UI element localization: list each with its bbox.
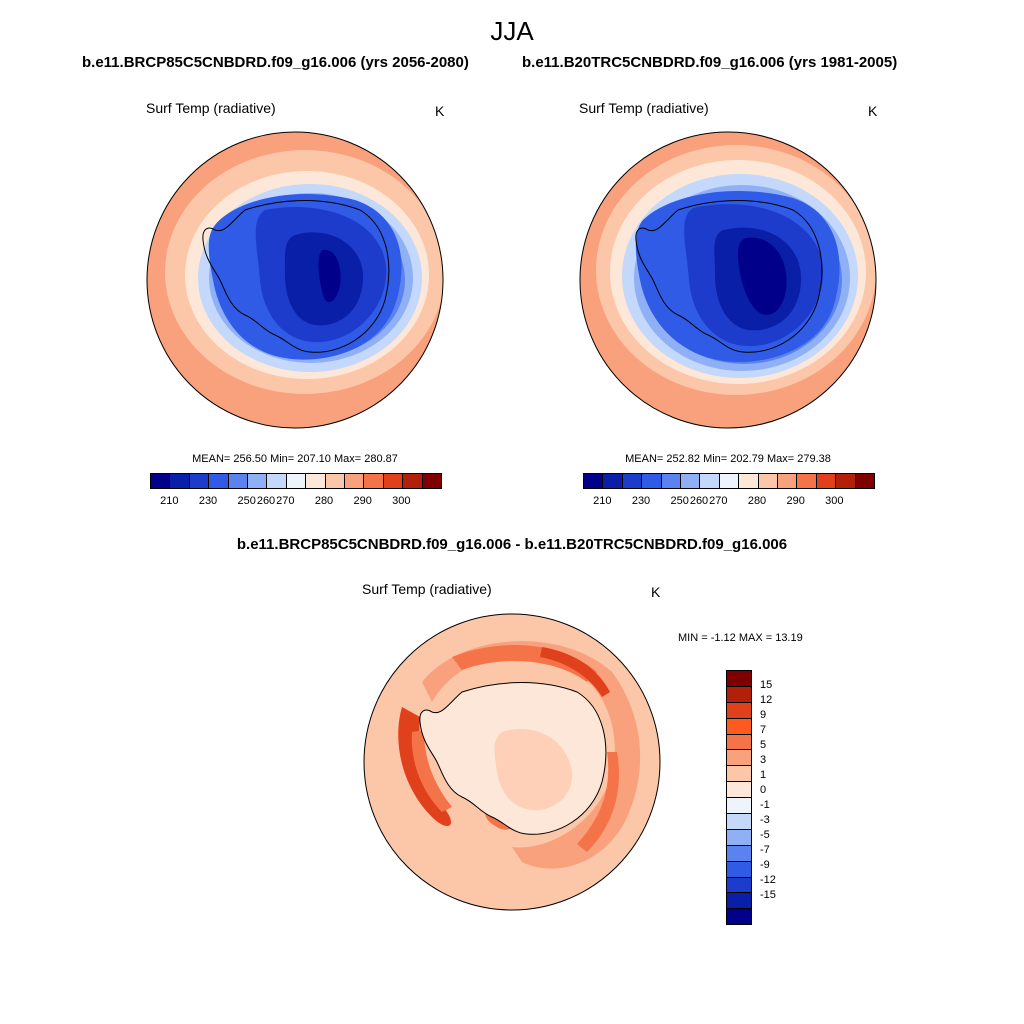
- colorbar-diff-swatch: [727, 814, 751, 830]
- colorbar-diff-tick-label: 0: [760, 784, 767, 796]
- colorbar-left-swatch: [325, 474, 346, 488]
- panel-left-case-title: b.e11.BRCP85C5CNBDRD.f09_g16.006 (yrs 20…: [82, 54, 469, 71]
- colorbar-diff-tick-label: 5: [760, 739, 767, 751]
- colorbar-left-tick-label: 290: [353, 495, 372, 507]
- colorbar-left-swatch: [286, 474, 307, 488]
- colorbar-diff-swatch: [727, 671, 751, 687]
- colorbar-left-tick-label: 270: [276, 495, 295, 507]
- diff-units-label: K: [651, 584, 661, 600]
- colorbar-right-swatch: [797, 474, 817, 488]
- colorbar-diff-swatch: [727, 734, 751, 751]
- colorbar-left-swatch: [383, 474, 404, 488]
- colorbar-right-swatch: [758, 474, 779, 488]
- colorbar-diff-tick-label: -5: [760, 829, 770, 841]
- colorbar-left-swatch: [189, 474, 210, 488]
- diff-variable-label: Surf Temp (radiative): [362, 581, 492, 597]
- colorbar-right-swatch: [661, 474, 682, 488]
- map-right-polar-projection: [579, 131, 877, 429]
- colorbar-diff-tick-label: 7: [760, 724, 767, 736]
- colorbar-left-labels: 210 230 250 260 270 280 290 300: [150, 495, 440, 509]
- colorbar-right-tick-label: 210: [593, 495, 612, 507]
- colorbar-right-tick-label: 280: [747, 495, 767, 507]
- figure-title: JJA: [490, 16, 534, 46]
- map-diff-polar-projection: [363, 613, 661, 911]
- colorbar-left-swatch: [267, 474, 287, 488]
- colorbar-left-swatch: [306, 474, 326, 488]
- colorbar-diff-tick-label: -12: [760, 874, 776, 886]
- colorbar-right-swatch: [816, 474, 837, 488]
- colorbar-left-tick-label: 260: [256, 495, 276, 507]
- colorbar-right-swatch: [855, 474, 875, 488]
- panel-right-variable-label: Surf Temp (radiative): [579, 100, 709, 116]
- colorbar-diff-tick-label: -15: [760, 889, 776, 901]
- colorbar-diff-swatch: [727, 702, 751, 719]
- colorbar-diff-tick-label: -1: [760, 799, 770, 811]
- colorbar-right-swatch: [836, 474, 856, 488]
- colorbar-diff-swatch: [727, 861, 751, 878]
- panel-right-units-label: K: [868, 103, 878, 119]
- colorbar-left: [150, 473, 442, 489]
- colorbar-right-tick-label: 270: [709, 495, 728, 507]
- colorbar-left-swatch: [228, 474, 249, 488]
- colorbar-right-tick-label: 230: [631, 495, 651, 507]
- colorbar-right-tick-label: 260: [689, 495, 709, 507]
- panel-right-case-title: b.e11.B20TRC5CNBDRD.f09_g16.006 (yrs 198…: [522, 54, 898, 71]
- map-left-polar-projection: [146, 131, 444, 429]
- panel-right-stats: MEAN= 252.82 Min= 202.79 Max= 279.38: [625, 453, 831, 465]
- colorbar-left-swatch: [248, 474, 268, 488]
- colorbar-right-tick-label: 250: [670, 495, 689, 507]
- colorbar-diff-swatch: [727, 766, 751, 783]
- colorbar-right-swatch: [603, 474, 623, 488]
- colorbar-left-tick-label: 250: [237, 495, 256, 507]
- panel-left-stats: MEAN= 256.50 Min= 207.10 Max= 280.87: [192, 453, 398, 465]
- panel-left-units-label: K: [435, 103, 445, 119]
- colorbar-diff-tick-label: -7: [760, 844, 770, 856]
- colorbar-diff-tick-label: -9: [760, 859, 770, 871]
- colorbar-diff-swatch: [727, 750, 751, 767]
- colorbar-left-swatch: [209, 474, 229, 488]
- colorbar-diff-swatch: [727, 829, 751, 846]
- colorbar-right-swatch: [681, 474, 701, 488]
- colorbar-right-tick-label: 290: [786, 495, 805, 507]
- colorbar-left-tick-label: 300: [392, 495, 411, 507]
- colorbar-diff-tick-label: 15: [760, 679, 773, 691]
- colorbar-diff: [726, 670, 752, 926]
- diff-minmax-label: MIN = -1.12 MAX = 13.19: [678, 632, 803, 644]
- colorbar-left-swatch: [364, 474, 384, 488]
- colorbar-left-tick-label: 230: [198, 495, 218, 507]
- colorbar-right: [583, 473, 875, 489]
- colorbar-left-tick-label: 210: [160, 495, 179, 507]
- colorbar-right-swatch: [719, 474, 740, 488]
- colorbar-diff-swatch: [727, 893, 751, 910]
- colorbar-diff-tick-label: 1: [760, 769, 767, 781]
- colorbar-right-swatch: [700, 474, 720, 488]
- colorbar-diff-tick-label: -3: [760, 814, 770, 826]
- colorbar-right-tick-label: 300: [825, 495, 844, 507]
- colorbar-left-swatch: [345, 474, 365, 488]
- colorbar-diff-swatch: [727, 686, 751, 703]
- colorbar-left-swatch: [170, 474, 190, 488]
- colorbar-left-tick-label: 280: [314, 495, 334, 507]
- colorbar-right-labels: 210 230 250 260 270 280 290 300: [583, 495, 873, 509]
- colorbar-diff-tick-label: 9: [760, 709, 767, 721]
- panel-left-variable-label: Surf Temp (radiative): [146, 100, 276, 116]
- colorbar-diff-swatch: [727, 909, 751, 925]
- colorbar-diff-swatch: [727, 877, 751, 894]
- colorbar-right-swatch: [778, 474, 798, 488]
- colorbar-diff-tick-label: 3: [760, 754, 767, 766]
- colorbar-right-swatch: [622, 474, 643, 488]
- colorbar-left-swatch: [151, 474, 171, 488]
- colorbar-left-swatch: [403, 474, 423, 488]
- colorbar-right-swatch: [642, 474, 662, 488]
- colorbar-left-swatch: [422, 474, 442, 488]
- colorbar-right-swatch: [739, 474, 759, 488]
- colorbar-diff-tick-label: 12: [760, 694, 773, 706]
- colorbar-right-swatch: [584, 474, 604, 488]
- colorbar-diff-swatch: [727, 718, 751, 735]
- colorbar-diff-swatch: [727, 845, 751, 862]
- diff-panel-title: b.e11.BRCP85C5CNBDRD.f09_g16.006 - b.e11…: [236, 536, 788, 553]
- colorbar-diff-swatch: [727, 798, 751, 815]
- colorbar-diff-swatch: [727, 782, 751, 799]
